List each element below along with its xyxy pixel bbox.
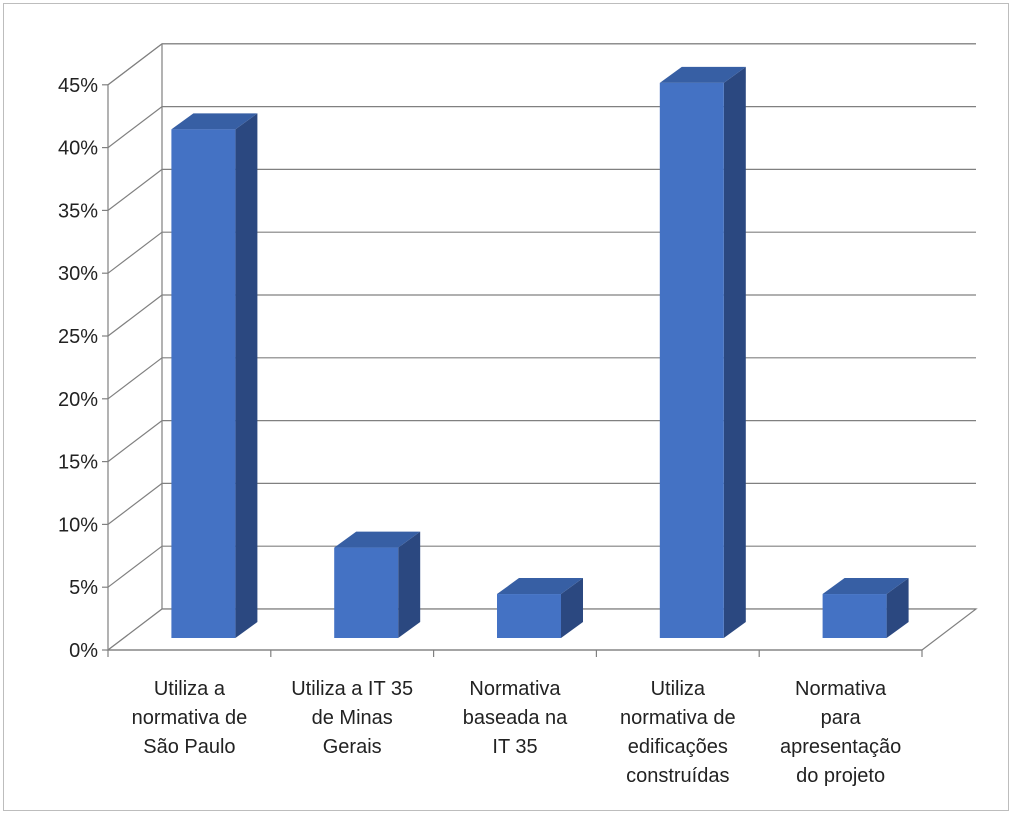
bar-side	[398, 531, 421, 638]
bar	[659, 82, 724, 638]
x-category-label: IT 35	[492, 736, 537, 758]
bar-top	[659, 66, 746, 83]
y-tick-label: 0%	[69, 640, 98, 662]
x-category-label: Utiliza a IT 35	[291, 678, 413, 700]
x-category-label: normativa de	[132, 707, 248, 729]
y-tick-label: 15%	[58, 452, 98, 474]
x-category-label: Normativa	[795, 678, 887, 700]
x-category-label: Gerais	[323, 736, 382, 758]
y-tick-label: 45%	[58, 75, 98, 97]
x-category-label: para	[821, 707, 862, 729]
bar-top	[497, 578, 583, 595]
bar	[334, 547, 399, 638]
x-category-label: baseada na	[463, 707, 568, 729]
x-category-label: do projeto	[796, 765, 885, 787]
x-category-label: de Minas	[312, 707, 393, 729]
x-category-label: apresentação	[780, 736, 901, 758]
bar-top	[822, 578, 909, 595]
gridline-side	[107, 294, 163, 337]
x-category-label: normativa de	[620, 707, 736, 729]
x-category-label: construídas	[626, 765, 729, 787]
bar-top	[334, 531, 421, 548]
y-tick-label: 5%	[69, 577, 98, 599]
gridline-side	[107, 168, 163, 211]
gridline-side	[107, 106, 163, 149]
bar	[497, 594, 561, 638]
gridline-side	[107, 420, 163, 463]
gridline-side	[107, 482, 163, 525]
bar-side	[886, 578, 909, 638]
x-category-label: edificações	[628, 736, 728, 758]
y-tick-label: 10%	[58, 514, 98, 536]
gridline-side	[107, 545, 163, 588]
bar	[171, 129, 236, 638]
y-tick-label: 25%	[58, 326, 98, 348]
y-tick-label: 30%	[58, 263, 98, 285]
y-tick-label: 20%	[58, 389, 98, 411]
x-category-label: Normativa	[469, 678, 561, 700]
gridline-side	[107, 231, 163, 274]
bar-side	[235, 113, 258, 638]
y-tick-label: 40%	[58, 138, 98, 160]
bar-side	[723, 66, 746, 638]
bar-top	[171, 113, 258, 130]
bar	[822, 594, 887, 638]
chart-frame	[3, 3, 1009, 811]
bar-side	[561, 578, 583, 638]
gridline-side	[107, 43, 163, 86]
x-category-label: Utiliza a	[154, 678, 226, 700]
x-category-label: Utiliza	[651, 678, 706, 700]
gridline-side	[107, 357, 163, 400]
x-category-label: São Paulo	[143, 736, 235, 758]
y-tick-label: 35%	[58, 200, 98, 222]
